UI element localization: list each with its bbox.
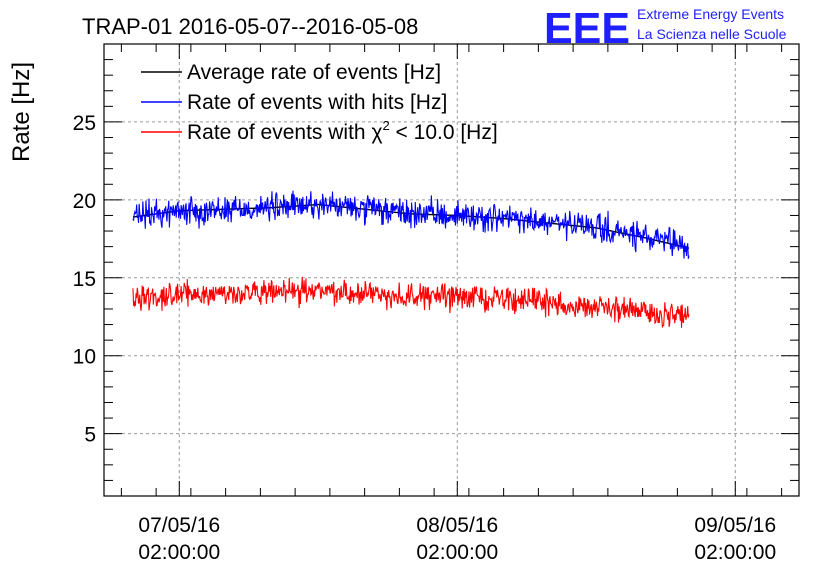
grid <box>104 44 799 496</box>
x-tick-label-time: 02:00:00 <box>694 541 776 564</box>
y-tick-label: 10 <box>73 346 96 369</box>
axes: 5 10 15 20 25 07/05/16 02:00:00 08/05/16 02:00:0… <box>73 44 799 564</box>
y-tick-label: 20 <box>73 190 96 213</box>
x-tick-label-date: 09/05/16 <box>694 514 776 537</box>
series-line-2 <box>132 276 690 329</box>
y-axis-label: Rate [Hz] <box>8 62 35 162</box>
x-tick-label-date: 07/05/16 <box>138 514 220 537</box>
x-tick-label-date: 08/05/16 <box>416 514 498 537</box>
series-line-1 <box>132 190 690 259</box>
logo-mark: EEE <box>544 4 630 53</box>
x-tick-label-time: 02:00:00 <box>416 541 498 564</box>
legend-label-1: Rate of events with hits [Hz] <box>187 91 447 114</box>
y-tick-label: 15 <box>73 268 96 291</box>
series-group <box>132 190 690 329</box>
plot-frame <box>103 43 800 497</box>
legend-label-suffix: < 10.0 [Hz] <box>390 121 498 144</box>
legend: Average rate of events [Hz] Rate of event… <box>141 61 498 144</box>
y-tick-label: 5 <box>84 424 96 447</box>
legend-label-chi: χ <box>371 121 382 144</box>
legend-label-0: Average rate of events [Hz] <box>187 61 441 84</box>
legend-label-sup: 2 <box>382 118 389 133</box>
eee-logo: EEE Extreme Energy Events La Scienza nel… <box>544 4 787 53</box>
y-tick-label: 25 <box>73 112 96 135</box>
x-tick-label-time: 02:00:00 <box>138 541 220 564</box>
chart-title: TRAP-01 2016-05-07--2016-05-08 <box>82 14 418 39</box>
legend-label-2: Rate of events with χ2 < 10.0 [Hz] <box>187 118 498 144</box>
legend-label-prefix: Rate of events with <box>187 121 371 144</box>
logo-line-2: La Scienza nelle Scuole <box>637 26 787 42</box>
logo-line-1: Extreme Energy Events <box>637 6 784 22</box>
